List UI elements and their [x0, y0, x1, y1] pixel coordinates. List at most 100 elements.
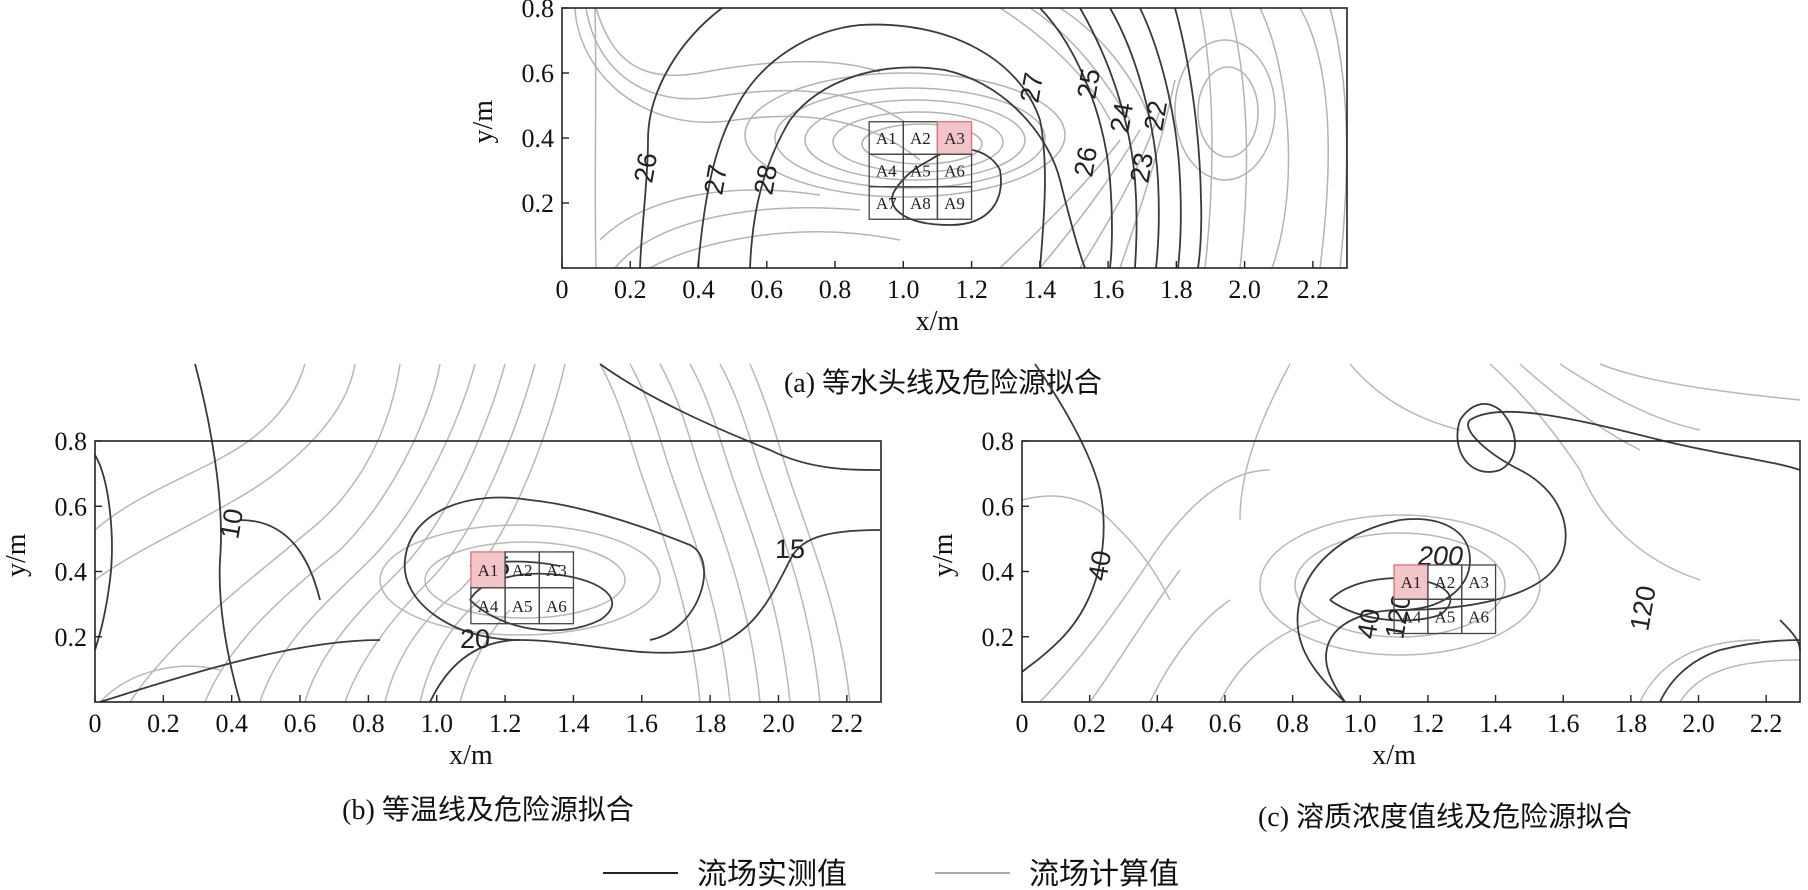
- source-cell-label: A4: [478, 597, 499, 616]
- y-tick-label: 0.2: [55, 623, 88, 652]
- x-tick-label: 1.8: [1615, 709, 1648, 738]
- caption-a: (a) 等水头线及危险源拟合: [784, 367, 1102, 399]
- x-tick-label: 0: [89, 709, 102, 738]
- contour-label: 23: [1124, 150, 1159, 185]
- y-tick-label: 0.8: [55, 427, 88, 456]
- source-cell-label: A8: [910, 194, 931, 213]
- x-tick-label: 1.4: [1024, 275, 1057, 304]
- source-cell-label: A5: [512, 597, 533, 616]
- source-cell-label: A3: [546, 561, 567, 580]
- x-tick-label: 0.8: [819, 275, 852, 304]
- source-cell: [1393, 564, 1429, 600]
- y-tick-label: 0.4: [982, 558, 1015, 587]
- source-cell-label: A1: [1401, 573, 1422, 592]
- y-tick-label: 0.6: [522, 59, 555, 88]
- x-tick-label: 0.6: [1209, 709, 1242, 738]
- x-tick-label: 1.6: [1092, 275, 1125, 304]
- y-tick-label: 0.4: [55, 558, 88, 587]
- contour-labels-c: 40 200 40 120 120: [1082, 541, 1661, 641]
- y-ticks-c: 0.2 0.4 0.6 0.8: [982, 427, 1029, 652]
- x-tick-label: 1.0: [1344, 709, 1377, 738]
- y-tick-label: 0.4: [522, 124, 555, 153]
- y-tick-label: 0.6: [55, 492, 88, 521]
- source-cell-label: A6: [944, 162, 965, 181]
- y-tick-label: 0.8: [522, 0, 555, 23]
- source-cell: [936, 186, 973, 220]
- y-tick-label: 0.6: [982, 492, 1015, 521]
- x-tick-label: 0.2: [1073, 709, 1106, 738]
- source-cell-label: A7: [876, 194, 897, 213]
- contour-label: 120: [1624, 583, 1661, 633]
- y-axis-label-a: y/m: [468, 100, 499, 144]
- x-tick-label: 0.4: [682, 275, 715, 304]
- x-tick-label: 0.2: [614, 275, 647, 304]
- contour-label: 15: [775, 534, 805, 564]
- source-cell-label: A2: [512, 561, 533, 580]
- contour-label: 26: [1068, 144, 1103, 179]
- x-tick-label: 0.6: [751, 275, 784, 304]
- x-tick-label: 1.2: [1412, 709, 1445, 738]
- x-tick-label: 0: [556, 275, 569, 304]
- legend: 流场实测值 流场计算值: [603, 857, 1179, 890]
- source-cell: [1461, 598, 1497, 635]
- y-tick-label: 0.2: [982, 623, 1015, 652]
- contour-label: 27: [698, 162, 733, 197]
- x-tick-label: 1.2: [489, 709, 522, 738]
- source-cell-label: A6: [546, 597, 567, 616]
- contour-label: 25: [1071, 66, 1106, 101]
- contour-label: 22: [1138, 98, 1173, 133]
- contour-label: 28: [748, 162, 783, 197]
- x-ticks-c: 0 0.2 0.4 0.6 0.8 1.0 1.2 1.4 1.6 1.8 2.0 2.2: [1016, 695, 1783, 738]
- x-tick-label: 1.6: [1547, 709, 1580, 738]
- x-tick-label: 2.0: [1228, 275, 1261, 304]
- contour-label: 24: [1104, 100, 1139, 135]
- calc-contours-b: [94, 363, 851, 703]
- source-cell-label: A3: [1468, 573, 1489, 592]
- x-axis-label-c: x/m: [1372, 740, 1416, 771]
- x-tick-label: 0: [1016, 709, 1029, 738]
- contour-label: 40: [1082, 548, 1117, 583]
- source-cell: [538, 587, 575, 625]
- contour-label: 10: [214, 506, 249, 541]
- x-tick-label: 2.0: [762, 709, 795, 738]
- source-cell-label: A1: [478, 561, 499, 580]
- x-tick-label: 1.6: [626, 709, 659, 738]
- x-tick-label: 1.0: [887, 275, 920, 304]
- x-tick-label: 2.0: [1682, 709, 1715, 738]
- x-tick-label: 0.2: [147, 709, 180, 738]
- y-ticks-b: 0.2 0.4 0.6 0.8: [55, 427, 102, 652]
- legend-label-measured: 流场实测值: [697, 857, 847, 890]
- source-cell-label: A4: [876, 162, 897, 181]
- caption-b: (b) 等温线及危险源拟合: [342, 794, 634, 826]
- x-tick-label: 2.2: [1750, 709, 1783, 738]
- source-cell-label: A3: [944, 129, 965, 148]
- x-tick-label: 2.2: [1297, 275, 1330, 304]
- x-ticks-a: 0 0.2 0.4 0.6 0.8 1.0 1.2 1.4 1.6 1.8 2.0 2.2: [556, 261, 1330, 304]
- x-tick-label: 1.4: [1479, 709, 1512, 738]
- y-tick-label: 0.8: [982, 427, 1015, 456]
- y-axis-label-c: y/m: [928, 533, 959, 577]
- x-ticks-b: 0 0.2 0.4 0.6 0.8 1.0 1.2 1.4 1.6 1.8 2.0 2.2: [89, 695, 864, 738]
- source-cell-label: A2: [910, 129, 931, 148]
- x-tick-label: 1.2: [955, 275, 988, 304]
- x-tick-label: 0.8: [352, 709, 385, 738]
- source-cell-label: A1: [876, 129, 897, 148]
- x-tick-label: 2.2: [831, 709, 864, 738]
- y-tick-label: 0.2: [522, 189, 555, 218]
- contour-labels-a: 26 27 28 27 26 25 24 23 22: [628, 66, 1173, 197]
- source-cell-label: A9: [944, 194, 965, 213]
- x-axis-label-b: x/m: [449, 740, 493, 771]
- x-tick-label: 1.4: [557, 709, 590, 738]
- source-cell-label: A5: [1434, 607, 1455, 626]
- y-ticks-a: 0.2 0.4 0.6 0.8: [522, 0, 569, 218]
- source-cell-label: A4: [1401, 607, 1422, 626]
- x-tick-label: 1.8: [1160, 275, 1193, 304]
- contour-label: 27: [1014, 70, 1049, 105]
- x-tick-label: 1.0: [420, 709, 453, 738]
- source-grid-c: A1 A2 A3 A4 A5 A6: [1393, 564, 1497, 635]
- measured-contours-c: [1021, 363, 1801, 703]
